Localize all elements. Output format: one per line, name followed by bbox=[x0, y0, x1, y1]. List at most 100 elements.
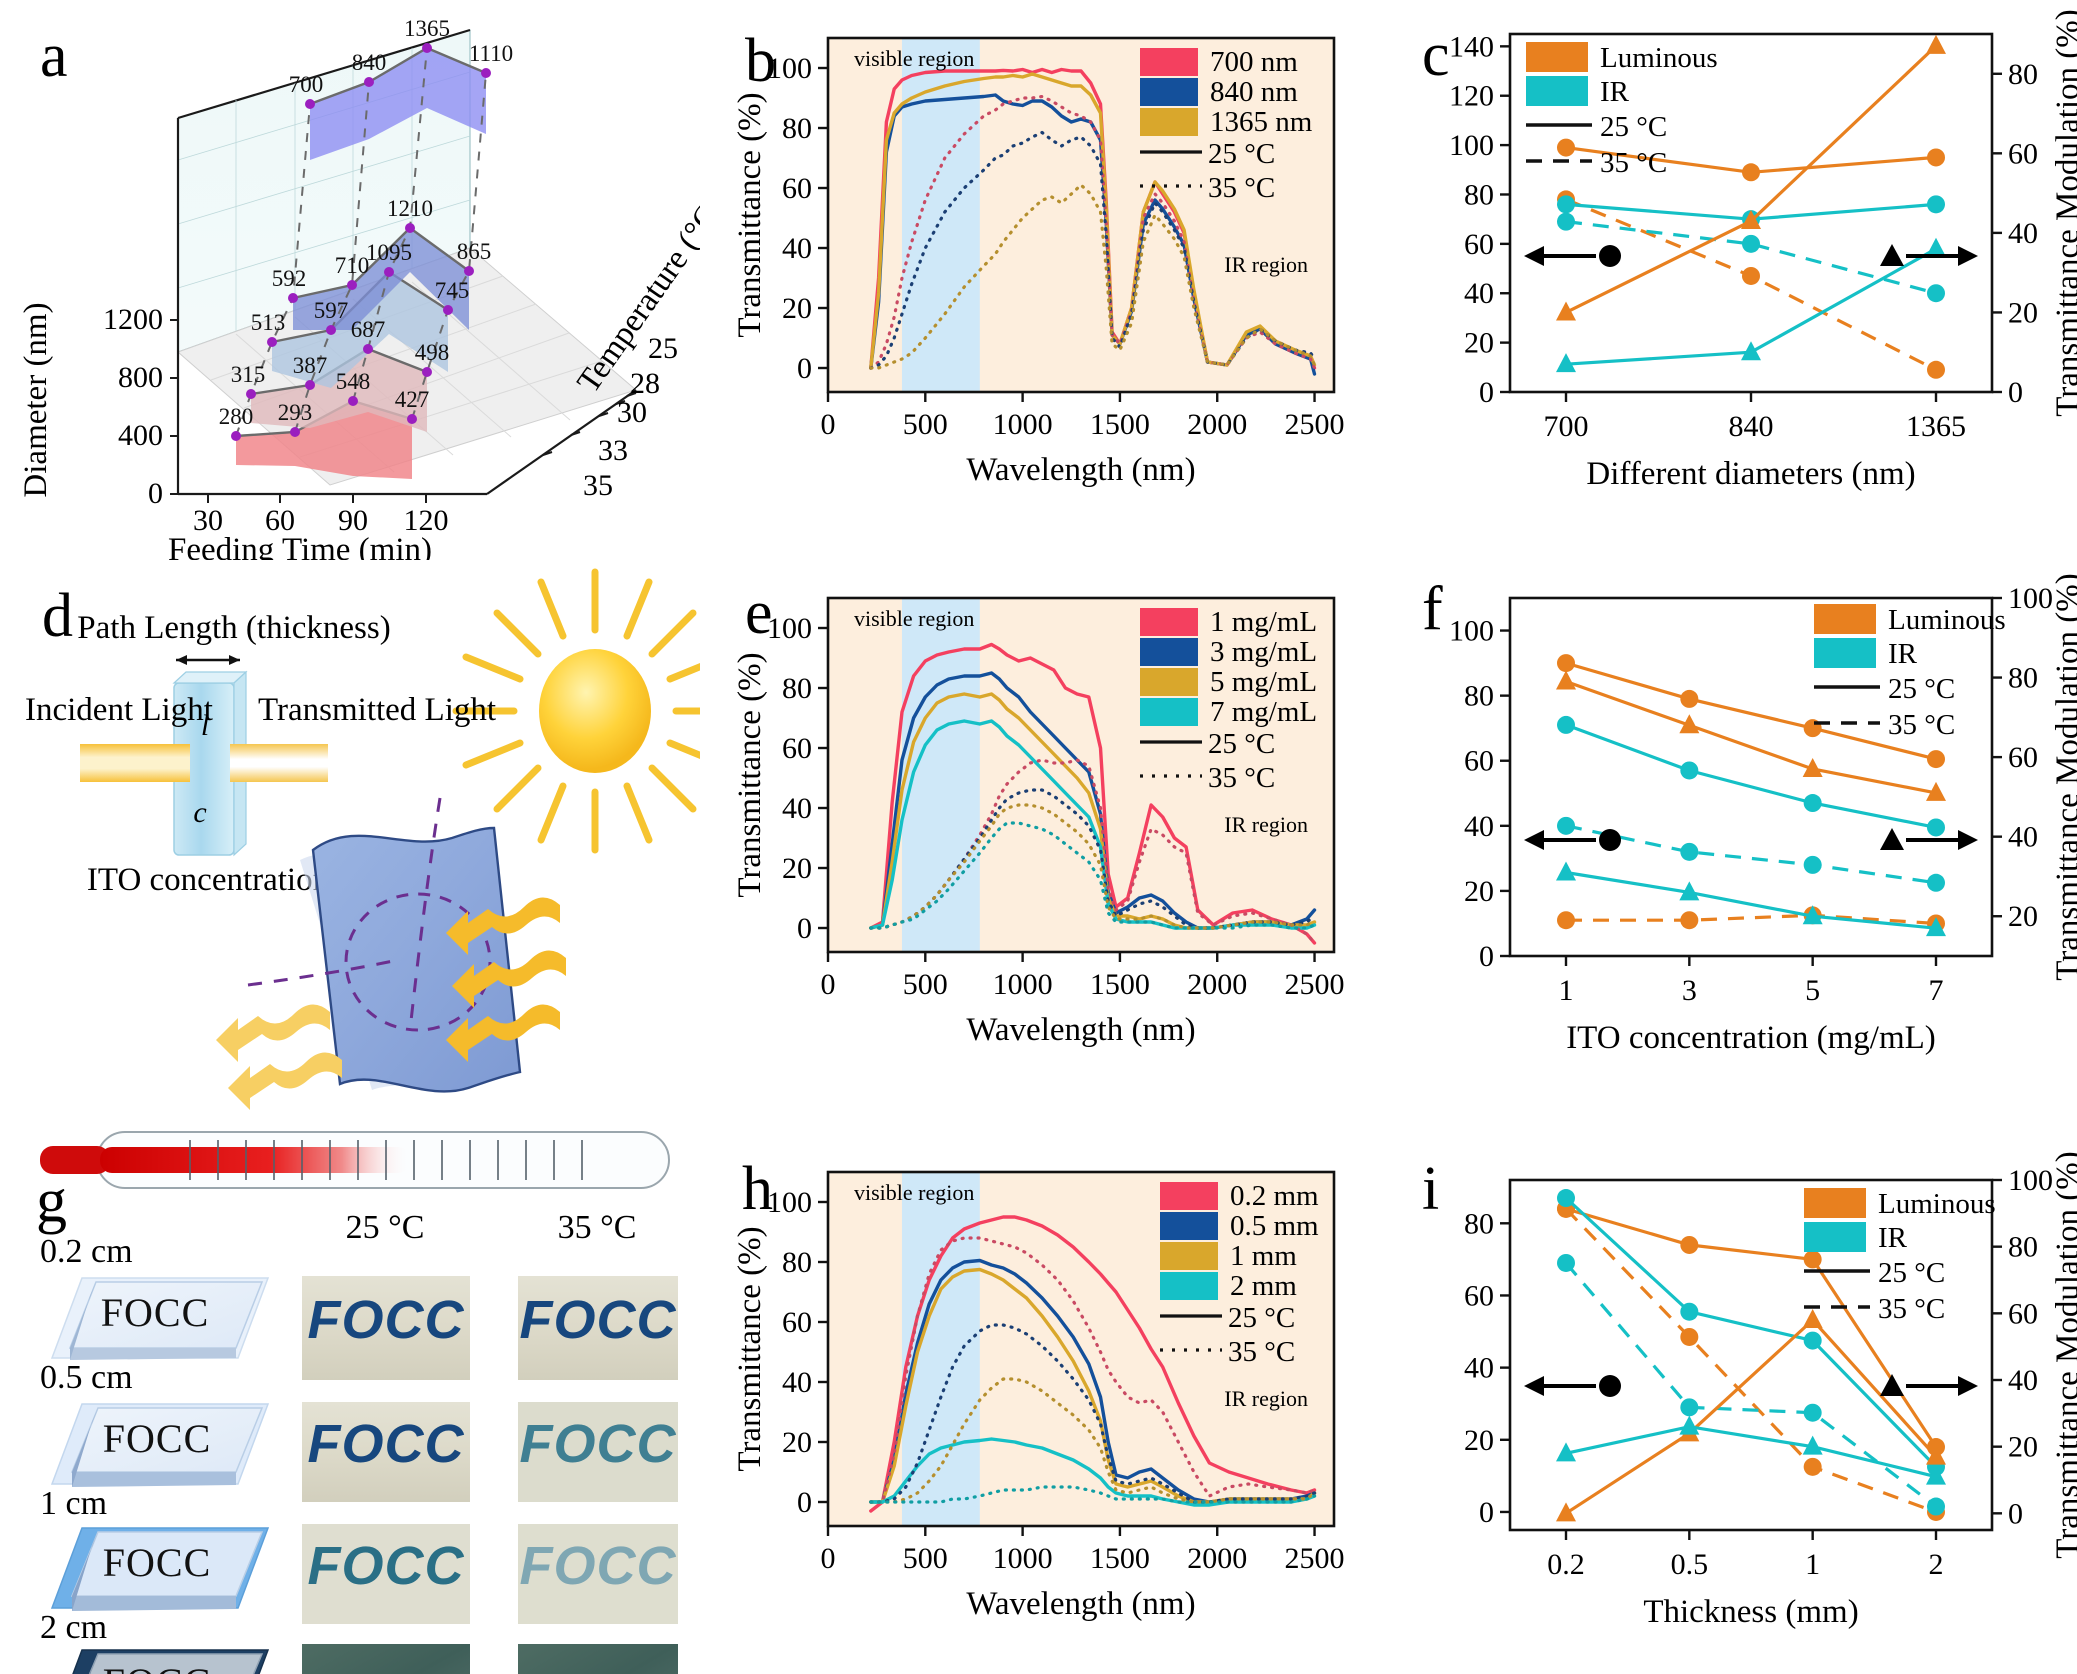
data-marker-triangle bbox=[1556, 301, 1576, 321]
x-tick: 0.5 bbox=[1671, 1548, 1709, 1581]
y-tick-right: 100 bbox=[2008, 582, 2053, 615]
point-label: 687 bbox=[351, 317, 386, 342]
data-marker-triangle bbox=[1926, 1445, 1946, 1465]
y-tick-right: 20 bbox=[2008, 900, 2038, 933]
legend-label: 35 °C bbox=[1600, 147, 1667, 179]
panel-a-label: a bbox=[40, 22, 68, 90]
data-marker-circle bbox=[1557, 212, 1575, 231]
y-tick-left: 40 bbox=[1464, 810, 1494, 843]
plot-frame bbox=[1508, 1178, 1994, 1532]
ir-region-label: IR region bbox=[1224, 252, 1308, 277]
legend-label: 25 °C bbox=[1600, 111, 1667, 143]
legend-label: 1 mm bbox=[1230, 1240, 1297, 1272]
data-series-line bbox=[1565, 1425, 1937, 1479]
photo-text: FOCC bbox=[520, 1290, 677, 1350]
legend-swatch bbox=[1160, 1212, 1218, 1240]
y-tick-left: 20 bbox=[1464, 1424, 1494, 1457]
y-tick-right: 60 bbox=[2008, 1297, 2038, 1330]
data-series-line bbox=[1564, 1196, 1938, 1469]
spectrum-curve bbox=[869, 1236, 1317, 1504]
g-row-label: 0.5 cm bbox=[40, 1359, 133, 1396]
y-axis-label: Transmittance (%) bbox=[732, 652, 768, 897]
y-tick-left: 40 bbox=[1464, 1352, 1494, 1385]
slab-0-2cm: FOCC bbox=[50, 1277, 270, 1360]
y-tick-left: 60 bbox=[1464, 745, 1494, 778]
data-series-line bbox=[1564, 1207, 1937, 1514]
legend-label: IR bbox=[1888, 638, 1918, 670]
x-tick: 1 bbox=[1559, 974, 1574, 1007]
slab-text: FOCC bbox=[101, 1290, 210, 1335]
a-ztick: 30 bbox=[617, 396, 647, 429]
panel-f: f 1 3 5 7 0 20 40 60 80 100 20 40 60 80 100 ITO concent… bbox=[1400, 560, 2077, 1120]
data-marker-circle bbox=[1803, 1403, 1822, 1422]
y-tick: 0 bbox=[797, 912, 812, 945]
data-marker-circle bbox=[1557, 816, 1575, 835]
y-tick-left: 40 bbox=[1464, 277, 1494, 310]
data-marker-circle bbox=[1680, 689, 1699, 708]
y-tick: 20 bbox=[782, 1426, 812, 1459]
y-tick: 40 bbox=[782, 1366, 812, 1399]
spectrum-curve bbox=[869, 821, 1317, 930]
g-col-header-25: 25 °C bbox=[346, 1209, 425, 1246]
point-label: 710 bbox=[335, 253, 370, 278]
incident-light-label: Incident Light bbox=[25, 692, 213, 728]
y-tick: 100 bbox=[767, 1186, 812, 1219]
panel-b: b 0 500 1000 1500 2000 2500 0 20 40 60 80 100 Wavele… bbox=[700, 0, 1400, 560]
ito-concentration-label: ITO concentration bbox=[87, 862, 329, 898]
legend-label: 1365 nm bbox=[1210, 106, 1313, 138]
data-marker-circle bbox=[1557, 138, 1575, 157]
y-tick-left: 100 bbox=[1449, 615, 1494, 648]
a-ztick: 28 bbox=[630, 367, 660, 400]
data-marker-circle bbox=[1557, 715, 1575, 734]
photo-text: FOCC bbox=[308, 1290, 465, 1350]
legend-label: 3 mg/mL bbox=[1210, 636, 1317, 668]
x-tick: 2 bbox=[1929, 1548, 1944, 1581]
visible-region-band bbox=[901, 598, 980, 952]
data-series-line bbox=[1565, 1317, 1938, 1515]
legend-label: 7 mg/mL bbox=[1210, 696, 1317, 728]
data-series-line bbox=[1564, 1261, 1937, 1508]
legend-label: 35 °C bbox=[1208, 762, 1275, 794]
x-tick: 700 bbox=[1544, 410, 1589, 443]
left-axis-circle-marker bbox=[1599, 829, 1621, 851]
transmitted-beam bbox=[230, 744, 328, 782]
legend-label: 25 °C bbox=[1208, 728, 1275, 760]
data-marker-circle bbox=[1803, 1457, 1822, 1476]
data-series-line bbox=[1565, 1207, 1938, 1448]
photo-35c bbox=[518, 1402, 678, 1502]
photo-text: FOCC bbox=[308, 1536, 465, 1596]
path-length-label: Path Length (thickness) bbox=[77, 610, 390, 646]
spectrum-curve bbox=[869, 72, 1317, 370]
x-tick: 7 bbox=[1929, 974, 1944, 1007]
y-tick-left: 80 bbox=[1464, 1207, 1494, 1240]
a-ztick: 35 bbox=[583, 469, 613, 502]
point-label: 865 bbox=[457, 239, 492, 264]
a-ztick: 33 bbox=[598, 434, 628, 467]
y-tick-left: 120 bbox=[1449, 80, 1494, 113]
point-label: 427 bbox=[395, 387, 430, 412]
photo-text: FOCC bbox=[308, 1414, 465, 1474]
legend-label: 35 °C bbox=[1208, 172, 1275, 204]
y-tick-right: 100 bbox=[2008, 1164, 2053, 1197]
legend-label: Luminous bbox=[1888, 604, 2006, 636]
data-marker-triangle bbox=[1802, 1435, 1823, 1455]
y-tick: 40 bbox=[782, 232, 812, 265]
y-tick-right: 40 bbox=[2008, 1364, 2038, 1397]
a-xtick: 90 bbox=[338, 504, 368, 537]
data-marker-circle bbox=[1742, 266, 1760, 285]
legend-label: 25 °C bbox=[1228, 1302, 1295, 1334]
x-tick: 2500 bbox=[1285, 408, 1345, 441]
outgoing-rays bbox=[216, 1004, 342, 1110]
point-label: 315 bbox=[231, 362, 266, 387]
data-marker-triangle bbox=[1926, 1465, 1946, 1485]
data-series-line bbox=[1565, 661, 1937, 761]
spectrum-curve bbox=[869, 1215, 1317, 1513]
spectrum-curve bbox=[869, 758, 1317, 945]
legend-label: 35 °C bbox=[1228, 1336, 1295, 1368]
transmitted-light-label: Transmitted Light bbox=[258, 692, 496, 728]
slab-2cm: FOCC bbox=[72, 1649, 270, 1674]
x-axis-label: Thickness (mm) bbox=[1643, 1594, 1858, 1630]
data-marker-circle bbox=[1803, 1250, 1822, 1269]
thermometer-icon bbox=[40, 1131, 670, 1189]
